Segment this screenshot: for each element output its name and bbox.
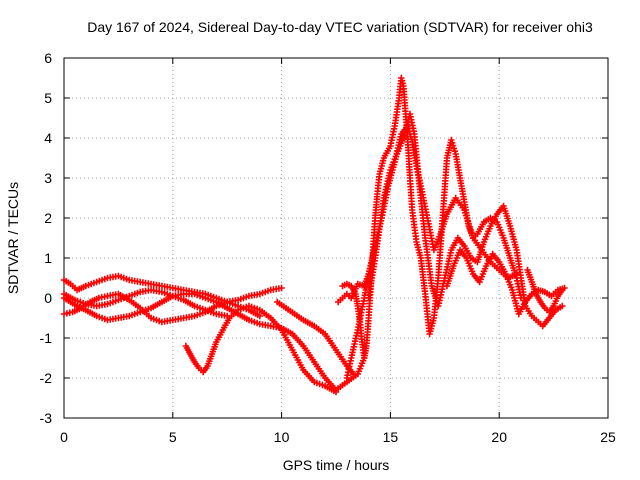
x-tick-label: 25 — [600, 429, 616, 445]
series-arc-12 — [334, 254, 377, 306]
chart-title: Day 167 of 2024, Sidereal Day-to-day VTE… — [87, 19, 593, 35]
x-tick-label: 0 — [60, 429, 68, 445]
series-arc-5 — [182, 302, 340, 396]
x-tick-label: 20 — [491, 429, 507, 445]
y-tick-label: 0 — [44, 290, 52, 306]
series-arc-10 — [443, 246, 568, 318]
data-point — [369, 254, 377, 262]
data-point — [256, 312, 264, 320]
data-point — [559, 302, 566, 310]
x-tick-label: 10 — [274, 429, 290, 445]
y-tick-label: -3 — [40, 410, 53, 426]
data-point — [332, 388, 340, 396]
series-arc-8 — [343, 122, 520, 382]
tick-layer: 0 5 10 15 20 25 -3 -2 -1 0 1 2 3 4 5 6 — [40, 50, 616, 445]
y-tick-label: 3 — [44, 170, 52, 186]
x-tick-label: 5 — [169, 429, 177, 445]
series-arc-4 — [60, 286, 231, 320]
y-tick-label: 4 — [44, 130, 52, 146]
plot-frame — [63, 57, 609, 419]
data-layer — [60, 74, 568, 396]
y-axis-label: SDTVAR / TECUs — [5, 182, 21, 294]
y-tick-label: 5 — [44, 90, 52, 106]
data-point — [513, 270, 520, 278]
x-axis-label: GPS time / hours — [283, 457, 390, 473]
x-tick-label: 15 — [383, 429, 399, 445]
data-point — [278, 284, 285, 292]
grid-layer — [64, 58, 608, 418]
y-tick-label: -2 — [40, 370, 53, 386]
y-tick-label: 1 — [44, 250, 52, 266]
y-tick-label: -1 — [40, 330, 53, 346]
data-point — [559, 286, 566, 294]
data-point — [350, 370, 357, 378]
series-arc-11 — [524, 266, 566, 316]
y-tick-label: 6 — [44, 50, 52, 66]
series-arc-6 — [274, 298, 357, 378]
y-tick-label: 2 — [44, 210, 52, 226]
